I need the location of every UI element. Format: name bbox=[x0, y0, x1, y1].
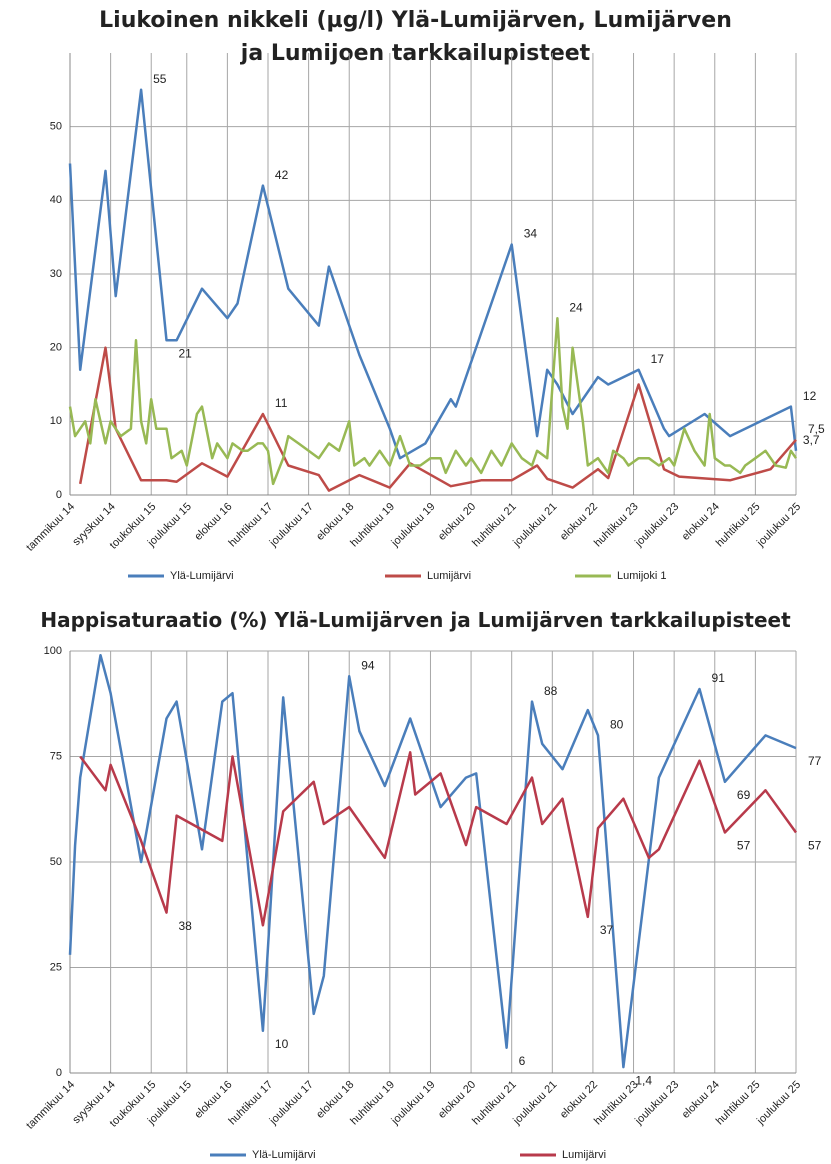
x-tick-label: elokuu 22 bbox=[558, 501, 600, 543]
data-label: 38 bbox=[178, 919, 192, 933]
x-tick-label: elokuu 24 bbox=[680, 1079, 722, 1121]
series-line bbox=[79, 751, 798, 927]
data-label: 24 bbox=[569, 300, 583, 314]
data-label: 77 bbox=[808, 754, 822, 768]
x-tick-label: elokuu 20 bbox=[436, 1079, 478, 1121]
legend-label: Lumijärvi bbox=[562, 1149, 606, 1161]
data-label: 42 bbox=[275, 168, 289, 182]
y-tick-label: 0 bbox=[56, 1067, 62, 1079]
x-tick-label: elokuu 16 bbox=[192, 501, 234, 543]
legend-label: Ylä-Lumijärvi bbox=[170, 570, 234, 582]
x-tick-label: joulukuu 25 bbox=[754, 501, 803, 550]
y-tick-label: 0 bbox=[56, 489, 62, 501]
data-label: 80 bbox=[610, 718, 624, 732]
series-line bbox=[68, 653, 797, 1069]
data-label: 11 bbox=[275, 396, 288, 410]
y-tick-label: 40 bbox=[50, 194, 62, 206]
data-label: 91 bbox=[712, 671, 726, 685]
legend-label: Ylä-Lumijärvi bbox=[252, 1149, 316, 1161]
y-tick-label: 100 bbox=[44, 645, 62, 657]
data-label: 34 bbox=[524, 227, 538, 241]
series-line bbox=[68, 88, 798, 460]
y-tick-label: 20 bbox=[50, 342, 62, 354]
x-tick-label: elokuu 22 bbox=[558, 1079, 600, 1121]
y-tick-label: 30 bbox=[50, 268, 62, 280]
x-tick-label: tammikuu 14 bbox=[24, 501, 77, 554]
data-label: 6 bbox=[519, 1054, 526, 1068]
data-label: 10 bbox=[275, 1037, 289, 1051]
x-tick-label: elokuu 18 bbox=[314, 501, 356, 543]
x-tick-label: joulukuu 23 bbox=[632, 501, 681, 550]
y-tick-label: 25 bbox=[50, 961, 62, 973]
x-tick-label: tammikuu 14 bbox=[24, 1079, 77, 1132]
y-tick-label: 50 bbox=[50, 856, 62, 868]
x-tick-label: joulukuu 19 bbox=[389, 1079, 438, 1128]
x-tick-label: joulukuu 19 bbox=[389, 501, 438, 550]
series-line bbox=[68, 316, 798, 486]
x-tick-label: elokuu 16 bbox=[192, 1079, 234, 1121]
x-tick-label: joulukuu 21 bbox=[510, 1079, 559, 1128]
legend-label: Lumijoki 1 bbox=[617, 570, 667, 582]
data-label: 55 bbox=[153, 72, 167, 86]
data-label: 88 bbox=[544, 684, 558, 698]
data-label: 3,7 bbox=[803, 433, 820, 447]
y-tick-label: 75 bbox=[50, 750, 62, 762]
legend-label: Lumijärvi bbox=[427, 570, 471, 582]
data-label: 69 bbox=[737, 788, 751, 802]
chart-title: Happisaturaatio (%) Ylä-Lumijärven ja Lu… bbox=[40, 608, 791, 632]
data-label: 1,4 bbox=[635, 1073, 652, 1087]
x-tick-label: elokuu 18 bbox=[314, 1079, 356, 1121]
chart-title: Liukoinen nikkeli (µg/l) Ylä-Lumijärven,… bbox=[99, 8, 732, 66]
data-label: 17 bbox=[651, 352, 665, 366]
data-label: 94 bbox=[361, 658, 375, 672]
data-label: 57 bbox=[737, 839, 751, 853]
x-tick-label: joulukuu 25 bbox=[754, 1079, 803, 1128]
data-label: 7,5 bbox=[808, 422, 825, 436]
x-tick-label: elokuu 20 bbox=[436, 501, 478, 543]
x-tick-label: joulukuu 17 bbox=[267, 501, 316, 550]
data-label: 21 bbox=[178, 346, 192, 360]
x-tick-label: joulukuu 21 bbox=[510, 501, 559, 550]
x-tick-label: elokuu 24 bbox=[680, 501, 722, 543]
x-tick-label: joulukuu 17 bbox=[267, 1079, 316, 1128]
y-tick-label: 10 bbox=[50, 415, 62, 427]
data-label: 57 bbox=[808, 839, 822, 853]
y-tick-label: 50 bbox=[50, 121, 62, 133]
data-label: 12 bbox=[803, 389, 817, 403]
data-label: 37 bbox=[600, 923, 614, 937]
